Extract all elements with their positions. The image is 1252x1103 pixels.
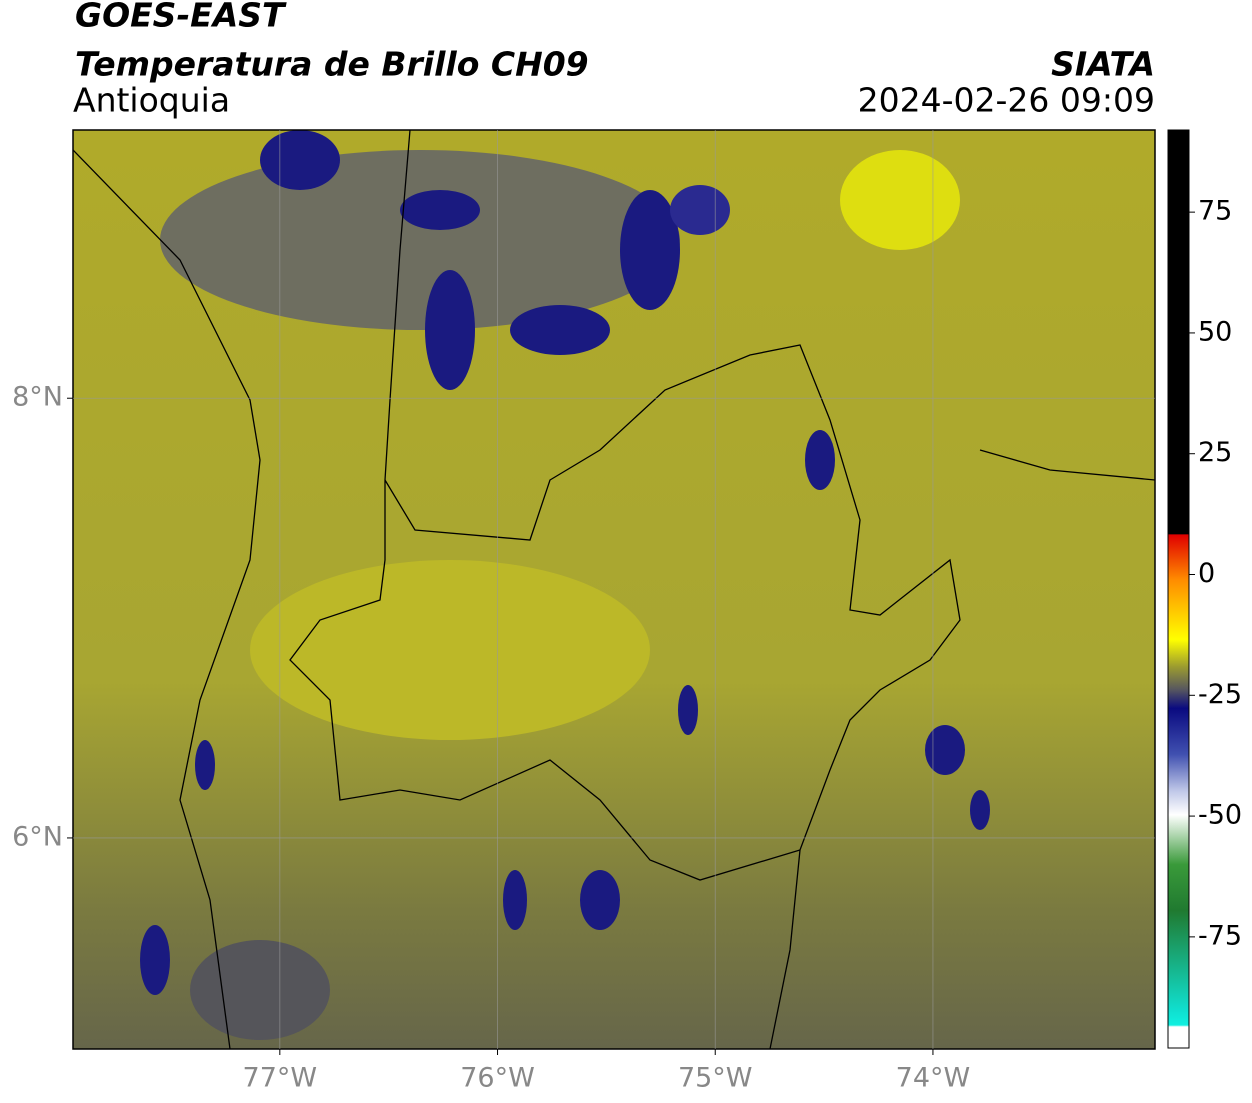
colorbar <box>1167 129 1190 1049</box>
colorbar-tick-label: -50 <box>1198 800 1242 831</box>
x-tick-label: 77°W <box>243 1063 318 1094</box>
y-tick-label: 6°N <box>12 821 63 852</box>
x-tick-label: 75°W <box>678 1063 753 1094</box>
colorbar-tick-label: 25 <box>1198 437 1232 468</box>
region: Antioquia <box>73 81 230 120</box>
source: SIATA <box>1051 45 1155 84</box>
colorbar-tick-label: 75 <box>1198 196 1232 227</box>
colorbar-tick-label: 0 <box>1198 558 1215 589</box>
y-tick-label: 8°N <box>12 382 63 413</box>
timestamp: 2024-02-26 09:09 <box>858 81 1155 120</box>
title: GOES-EAST <box>75 0 287 35</box>
colorbar-tick-label: -25 <box>1198 679 1242 710</box>
satellite-image <box>73 130 1155 1049</box>
map-frame <box>72 129 1156 1050</box>
x-tick-label: 74°W <box>896 1063 971 1094</box>
x-tick-label: 76°W <box>460 1063 535 1094</box>
colorbar-tick-label: -75 <box>1198 920 1242 951</box>
subtitle: Temperatura de Brillo CH09 <box>75 45 589 84</box>
colorbar-tick-label: 50 <box>1198 316 1232 347</box>
